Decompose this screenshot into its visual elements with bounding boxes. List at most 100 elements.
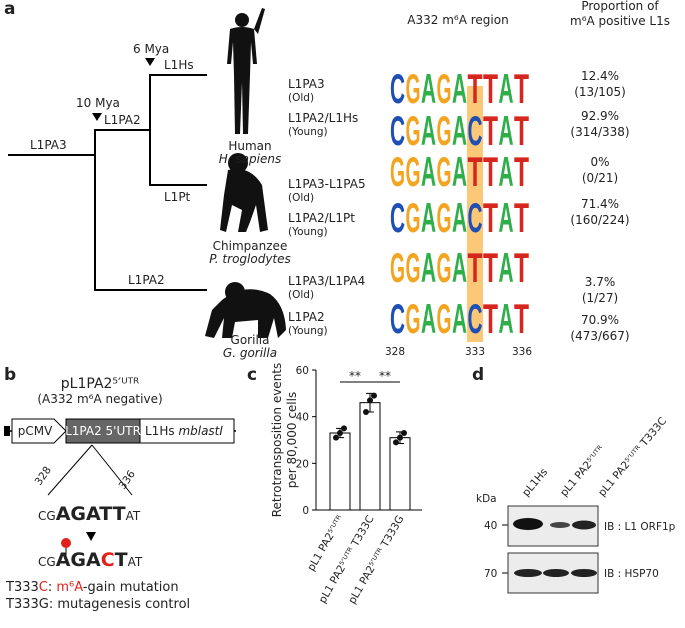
seq-part: T <box>115 549 128 571</box>
replicate-point <box>401 430 407 436</box>
row-name: L1PA2/L1Pt <box>288 211 355 225</box>
silhouette-chimpanzee <box>220 153 268 232</box>
sequence: CGAGACTAT <box>38 549 143 571</box>
logo-letter: A <box>421 244 436 291</box>
row-age: (Young) <box>288 325 328 337</box>
replicate-point <box>367 397 373 404</box>
utr-box <box>65 418 141 444</box>
seq-part: C <box>101 549 115 571</box>
note-part: C <box>39 580 48 595</box>
logo-letter: C <box>390 295 405 342</box>
m6a-dot <box>61 538 71 548</box>
logo-letter: T <box>514 295 529 342</box>
position: 336 <box>117 468 139 492</box>
marker: 70 <box>484 568 497 580</box>
row-name: L1PA2/L1Hs <box>288 111 358 125</box>
panel-label: b <box>4 365 16 385</box>
seq-part: AT <box>126 509 141 523</box>
logo-letter: A <box>421 107 436 154</box>
logo-letter: A <box>421 194 436 241</box>
logo-letter: C <box>390 194 405 241</box>
logo-letter: A <box>499 65 514 112</box>
time-label: 6 Mya <box>133 42 169 56</box>
y-label: per 80,000 cells <box>285 392 299 488</box>
logo-letter: T <box>514 107 529 154</box>
note-part: -gain mutation <box>83 580 179 595</box>
species-name: Gorilla <box>231 333 270 347</box>
position: 336 <box>512 346 532 358</box>
logo-header: A332 m⁶A region <box>407 13 508 27</box>
replicate-point <box>371 392 377 399</box>
y-tick-label: 20 <box>296 458 309 470</box>
blot-label: IB : L1 ORF1p <box>604 521 676 533</box>
gene-box <box>139 418 235 444</box>
logo-letter: C <box>390 107 405 154</box>
position: 328 <box>385 346 405 358</box>
band <box>513 518 543 530</box>
seq-part: AGATT <box>56 503 126 525</box>
percent: 12.4% <box>581 69 619 83</box>
logo-letter: A <box>499 244 514 291</box>
row-age: (Young) <box>288 126 328 138</box>
percent: 0% <box>590 155 609 169</box>
logo-letter: G <box>406 194 421 241</box>
logo-letter: G <box>437 244 452 291</box>
logo-letter: A <box>499 148 514 195</box>
construct-subtitle: (A332 m⁶A negative) <box>37 392 162 406</box>
y-tick-label: 60 <box>296 365 309 377</box>
x-tick-label: pL1 PA2⁵′ᵁᵀᴿ T333G <box>346 514 406 607</box>
species-latin: G. gorilla <box>223 346 277 360</box>
replicate-point <box>337 430 343 436</box>
highlight <box>467 86 483 342</box>
band <box>550 522 570 528</box>
logo-letter: A <box>499 194 514 241</box>
logo-letter: C <box>468 194 483 241</box>
bar <box>329 432 351 511</box>
logo-letter: G <box>437 65 452 112</box>
note-part: m⁶A <box>56 580 83 595</box>
logo-letter: A <box>421 148 436 195</box>
logo-letter: A <box>452 65 467 112</box>
species-latin: P. troglodytes <box>209 252 291 266</box>
count: (160/224) <box>570 213 629 227</box>
logo-letter: A <box>421 295 436 342</box>
count: (13/105) <box>574 85 626 99</box>
proportion-header: m⁶A positive L1s <box>570 14 670 28</box>
row-name: L1PA3/L1PA4 <box>288 274 365 288</box>
seq-part: AT <box>128 555 143 569</box>
zoom-line <box>91 444 133 496</box>
construct-title: pL1PA2⁵′ᵁᵀᴿ <box>61 376 139 392</box>
x-tick-label: pL1 PA2⁵′ᵁᵀᴿ T333C <box>317 514 377 606</box>
count: (0/21) <box>582 171 618 185</box>
band <box>571 569 597 577</box>
logo-letter: T <box>483 65 498 112</box>
marker: 40 <box>484 520 497 532</box>
replicate-point <box>363 409 369 415</box>
percent: 70.9% <box>581 313 619 327</box>
zoom-line <box>47 444 93 496</box>
y-label: Retrotransposition events <box>270 363 284 518</box>
bar <box>359 402 381 511</box>
logo-letter: A <box>499 107 514 154</box>
lane-label: pL1 PA2⁵′ᵁᵀᴿ T333C <box>596 415 669 499</box>
row-age: (Old) <box>288 192 314 204</box>
logo-letter: A <box>499 295 514 342</box>
significance: ** <box>379 369 391 383</box>
logo-letter: A <box>452 148 467 195</box>
replicate-point <box>397 434 403 441</box>
logo-letter: T <box>468 244 483 291</box>
construct-part: L1Hs <box>145 424 175 438</box>
logo-letter: T <box>483 194 498 241</box>
seq-part: CG <box>38 555 56 569</box>
note-part: T333 <box>5 580 39 595</box>
logo-letter: G <box>437 148 452 195</box>
significance: ** <box>349 369 361 383</box>
replicate-point <box>393 439 399 446</box>
logo-letter: G <box>390 244 405 291</box>
note: T333G: mutagenesis control <box>5 597 190 612</box>
logo-letter: A <box>452 107 467 154</box>
band <box>572 520 596 530</box>
logo-letter: C <box>468 107 483 154</box>
row-age: (Old) <box>288 92 314 104</box>
